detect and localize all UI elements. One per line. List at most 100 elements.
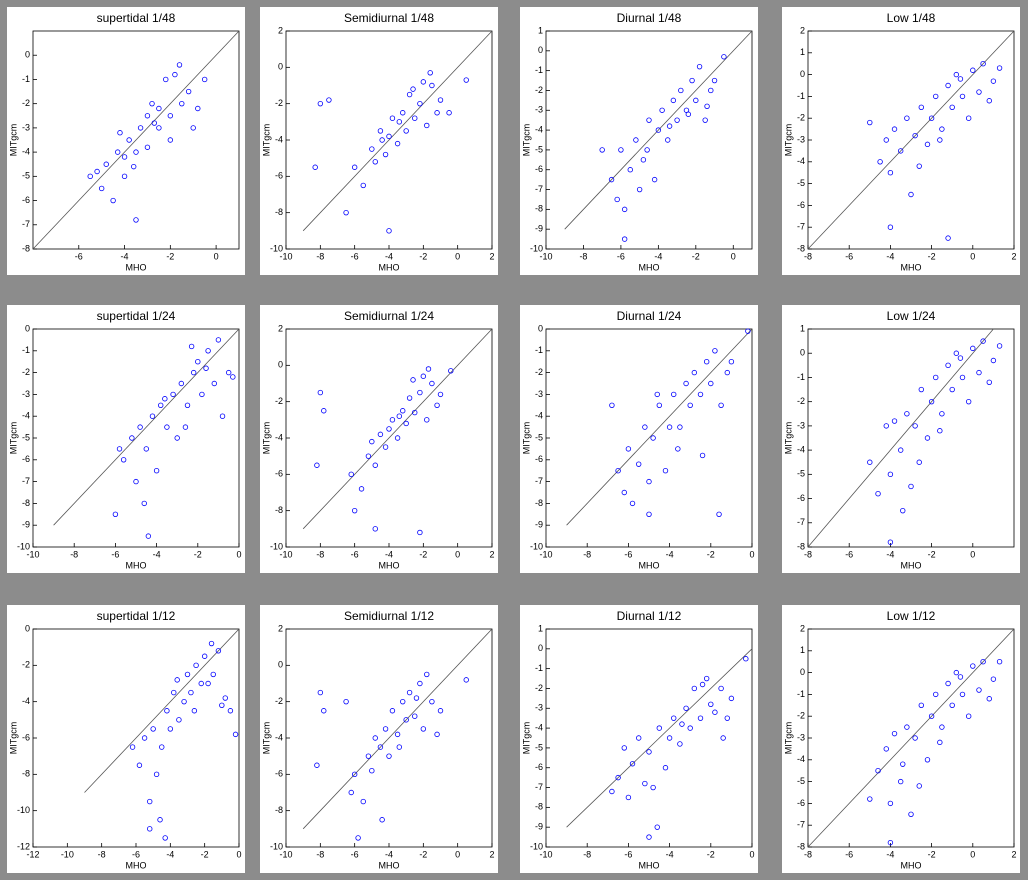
x-tick-label: -10	[539, 549, 552, 559]
point	[157, 817, 163, 823]
point	[222, 695, 228, 701]
x-tick-label: -4	[385, 549, 393, 559]
point	[712, 348, 718, 354]
panel	[520, 605, 758, 873]
point	[608, 176, 615, 183]
point	[351, 507, 358, 514]
point	[697, 715, 704, 721]
point	[699, 452, 706, 459]
point	[671, 715, 677, 721]
y-tick-label: -6	[275, 171, 283, 181]
point	[98, 185, 105, 192]
x-tick-label: -10	[26, 549, 39, 559]
point	[343, 209, 349, 216]
point	[215, 337, 222, 343]
point	[149, 100, 155, 107]
point	[625, 794, 632, 801]
point	[949, 104, 955, 110]
point	[918, 702, 924, 708]
chart-title: Semidiurnal 1/48	[344, 11, 434, 25]
point	[164, 424, 170, 430]
point	[348, 789, 354, 796]
point	[621, 745, 627, 751]
y-tick-label: -3	[535, 105, 543, 115]
point	[702, 117, 708, 123]
chart-title: supertidal 1/24	[97, 309, 176, 323]
x-tick-label: -2	[928, 251, 936, 261]
point	[646, 511, 652, 517]
panel	[260, 605, 498, 873]
point	[976, 687, 982, 693]
y-tick-label: -6	[275, 769, 283, 779]
point	[916, 163, 922, 169]
point	[908, 191, 914, 198]
point	[656, 402, 662, 408]
point	[904, 411, 910, 417]
y-tick-label: 1	[538, 25, 543, 35]
point	[711, 77, 718, 84]
reference-line	[807, 30, 1015, 250]
point	[412, 115, 418, 121]
point	[143, 446, 149, 452]
point	[190, 369, 197, 376]
point	[136, 762, 143, 768]
x-tick-label: 0	[214, 251, 219, 261]
y-axis-label: MITgcm	[8, 722, 18, 755]
y-tick-label: -7	[797, 820, 805, 830]
point	[403, 717, 409, 723]
point	[655, 127, 662, 133]
point	[636, 461, 642, 467]
x-tick-label: -6	[351, 251, 359, 261]
point	[721, 54, 727, 60]
x-tick-label: -6	[624, 849, 632, 859]
point	[141, 735, 148, 741]
point	[417, 389, 423, 396]
point	[400, 408, 406, 414]
point	[689, 77, 695, 84]
y-tick-label: -10	[270, 243, 283, 253]
x-axis-label: MHO	[639, 262, 660, 272]
y-tick-label: -7	[797, 222, 805, 232]
point	[425, 366, 432, 372]
point	[112, 511, 119, 517]
x-tick-label: -6	[351, 549, 359, 559]
point	[646, 117, 652, 123]
point	[937, 428, 943, 434]
point	[394, 140, 401, 147]
x-tick-label: -6	[617, 251, 625, 261]
panel	[7, 305, 245, 573]
y-tick-label: -6	[275, 469, 283, 479]
point	[615, 468, 621, 474]
point	[208, 640, 215, 647]
y-tick-label: -2	[535, 683, 543, 693]
point	[153, 771, 160, 778]
reference-line	[566, 648, 753, 828]
point	[116, 446, 123, 452]
point	[382, 444, 389, 450]
point	[918, 104, 924, 110]
y-tick-label: 0	[538, 323, 543, 333]
point	[662, 468, 669, 474]
point	[908, 483, 914, 490]
point	[674, 117, 680, 123]
y-tick-label: -2	[275, 696, 283, 706]
y-tick-label: -2	[275, 396, 283, 406]
point	[372, 526, 378, 532]
point	[424, 122, 430, 129]
y-axis-label: MITgcm	[521, 422, 531, 455]
x-tick-label: -4	[886, 849, 894, 859]
point	[666, 735, 673, 741]
y-tick-label: -10	[270, 541, 283, 551]
point	[429, 380, 435, 387]
point	[654, 391, 660, 398]
point	[665, 137, 671, 143]
y-tick-label: -5	[535, 432, 543, 442]
point	[912, 735, 918, 741]
point	[210, 671, 216, 678]
x-tick-label: 0	[749, 849, 754, 859]
point	[174, 677, 180, 683]
point	[211, 380, 217, 387]
y-tick-label: 2	[278, 623, 283, 633]
chart-title: Low 1/48	[887, 11, 936, 25]
point	[369, 438, 375, 445]
